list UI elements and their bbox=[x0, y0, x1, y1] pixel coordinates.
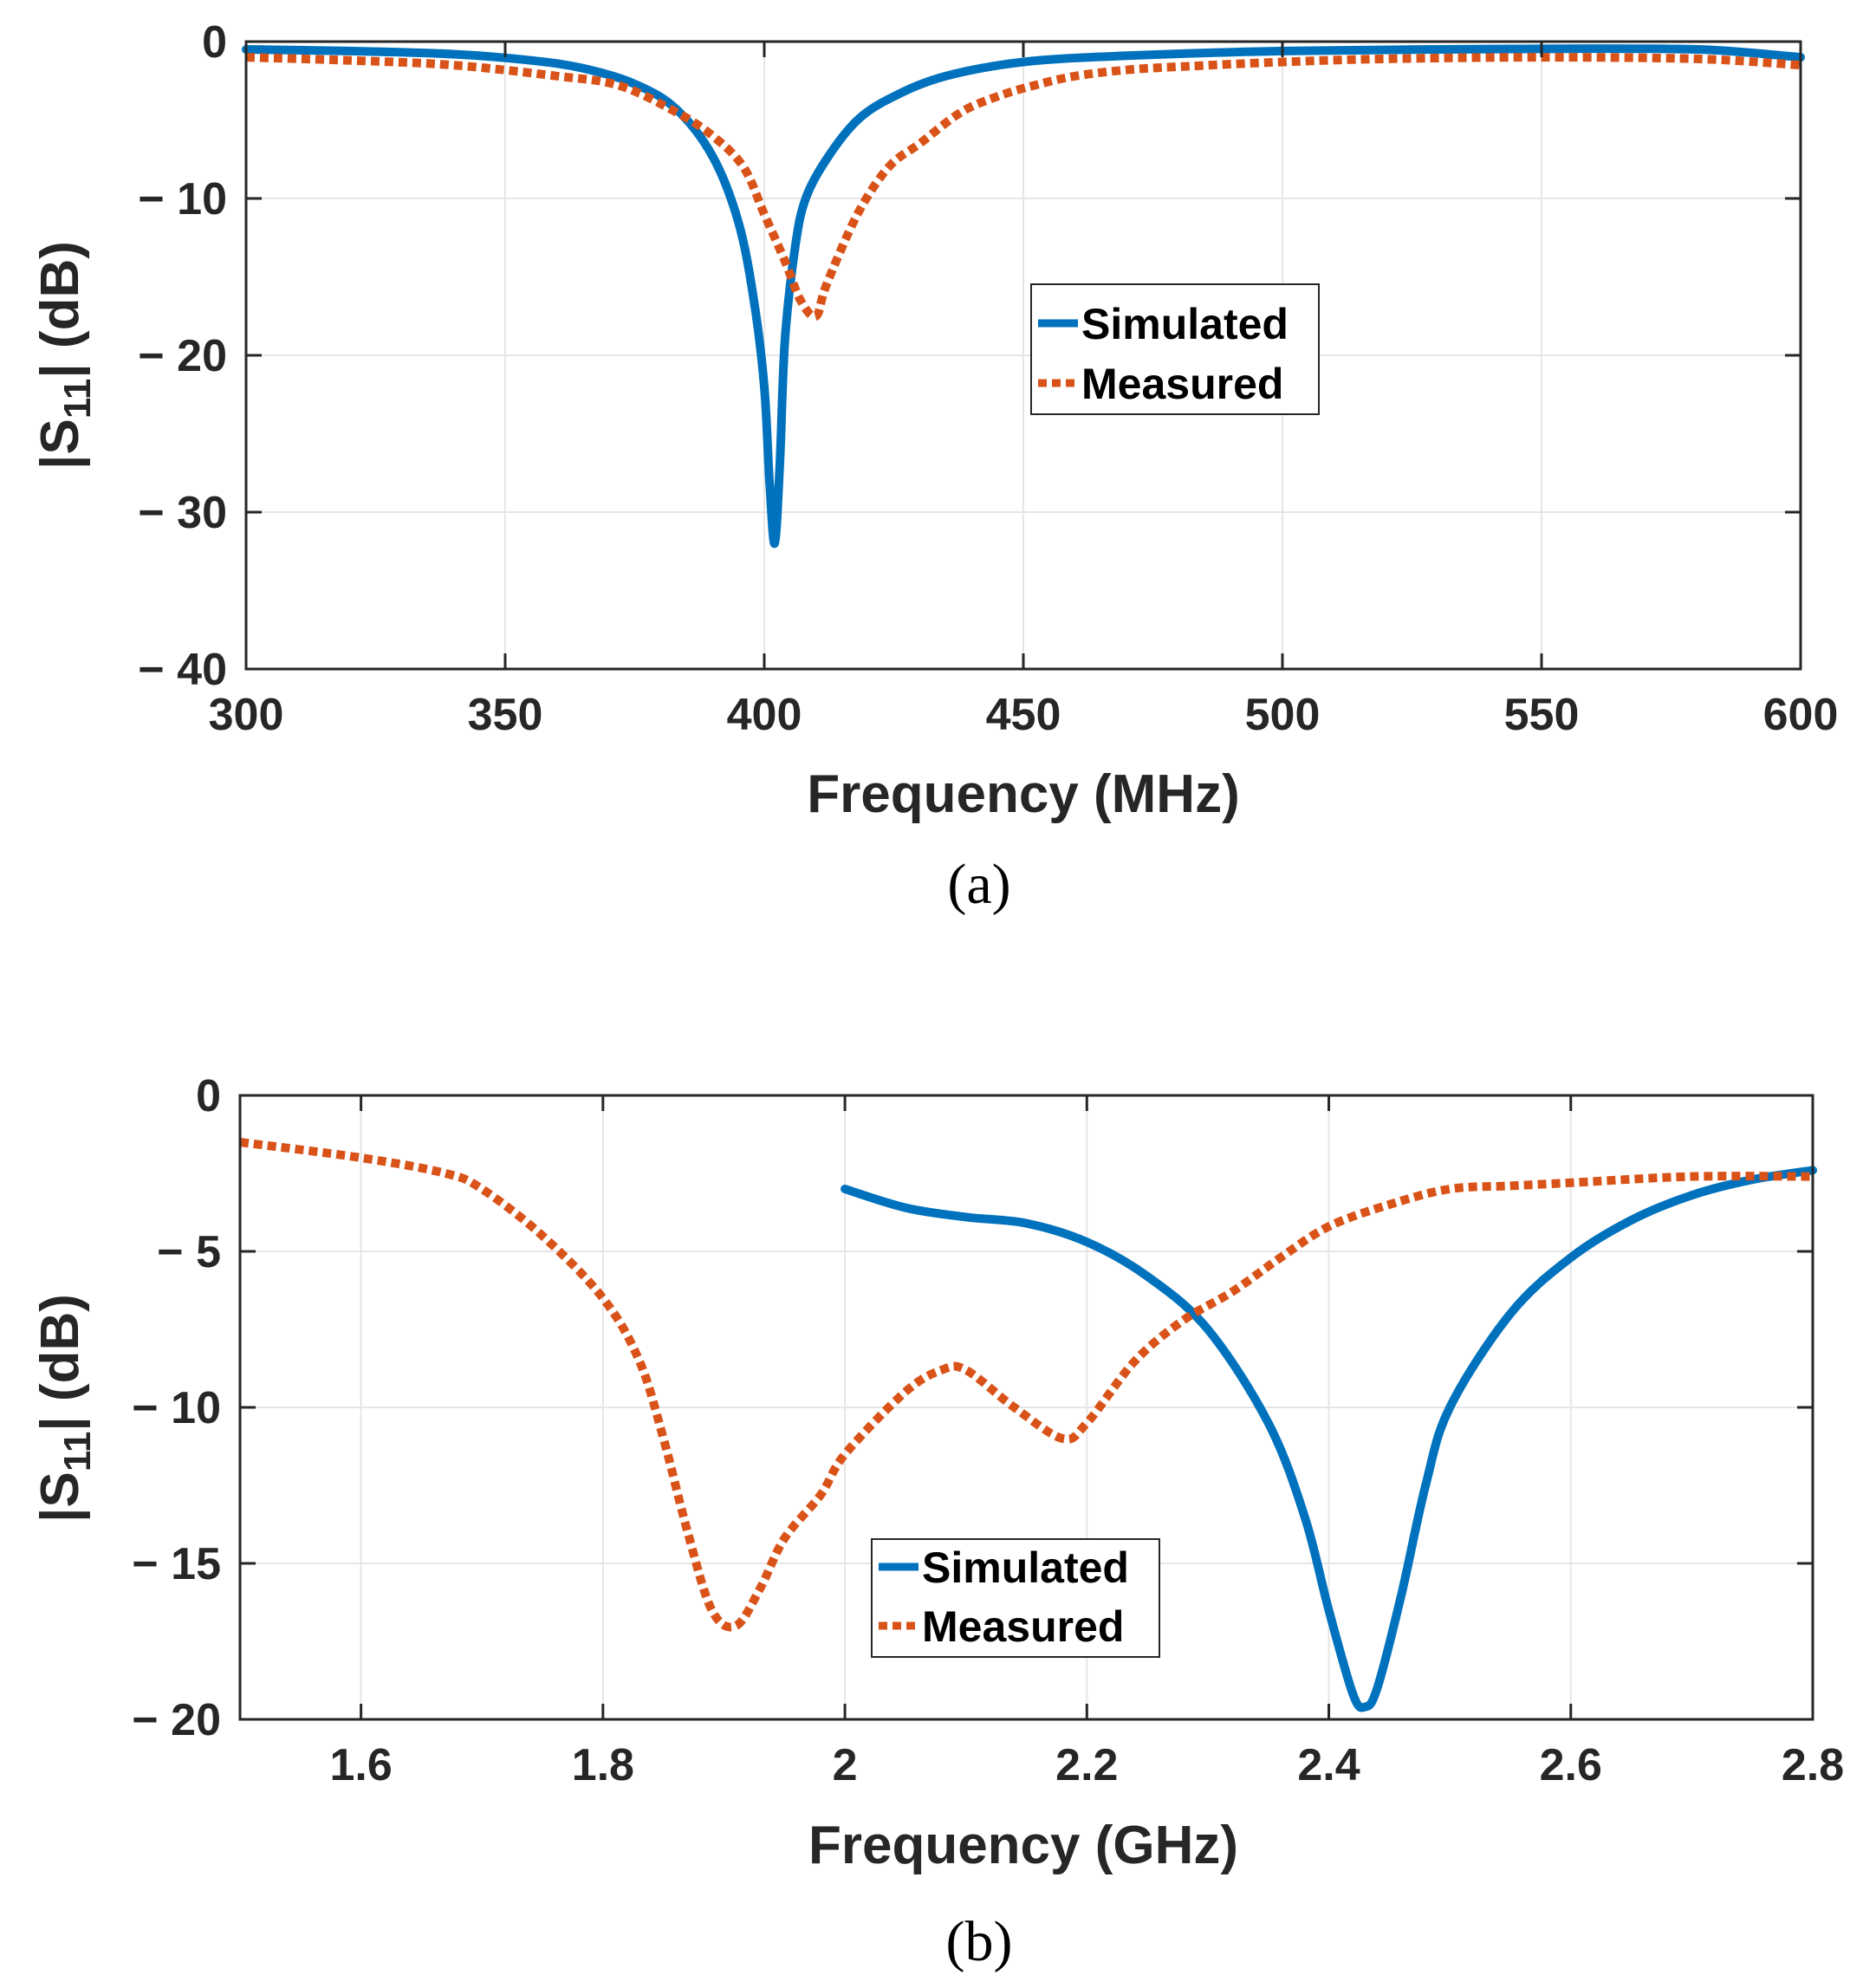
x-tick-label: 2.2 bbox=[1055, 1740, 1118, 1790]
x-tick-label: 2 bbox=[833, 1740, 858, 1790]
chart-b-x-tick-labels: 1.6 1.8 2 2.2 2.4 2.6 2.8 bbox=[329, 1740, 1844, 1790]
chart-b-x-axis-label: Frequency (GHz) bbox=[808, 1816, 1238, 1875]
y-tick-label: 0 bbox=[196, 1071, 221, 1121]
chart-a-legend-box bbox=[1030, 283, 1320, 415]
chart-b-series bbox=[239, 1138, 1817, 1712]
x-tick-label: 1.8 bbox=[572, 1740, 634, 1790]
chart-b: 1.6 1.8 2 2.2 2.4 2.6 2.8 0 − 5 − 10 − 15 − 20 Fre… bbox=[30, 1071, 1844, 1973]
y-tick-label: − 40 bbox=[138, 645, 227, 695]
chart-b-y-tick-labels: 0 − 5 − 10 − 15 − 20 bbox=[132, 1071, 221, 1745]
series-measured bbox=[245, 53, 1801, 322]
chart-a-panel-label: (a) bbox=[947, 853, 1010, 916]
x-tick-label: 500 bbox=[1245, 690, 1321, 740]
x-tick-label: 300 bbox=[209, 690, 284, 740]
x-tick-label: 2.8 bbox=[1782, 1740, 1844, 1790]
chart-a-x-axis-label: Frequency (MHz) bbox=[807, 764, 1239, 824]
x-tick-label: 350 bbox=[468, 690, 543, 740]
series-simulated bbox=[242, 44, 1805, 549]
chart-a-y-tick-labels: 0 − 10 − 20 − 30 − 40 bbox=[138, 17, 227, 695]
y-tick-label: − 10 bbox=[138, 174, 227, 224]
chart-a-ticks bbox=[244, 40, 1802, 671]
chart-b-panel-label: (b) bbox=[946, 1910, 1013, 1973]
y-tick-label: − 10 bbox=[132, 1383, 221, 1433]
y-tick-label: − 20 bbox=[138, 331, 227, 381]
chart-b-ticks bbox=[240, 1094, 1814, 1721]
chart-a-x-tick-labels: 300 350 400 450 500 550 600 bbox=[209, 690, 1839, 740]
y-tick-label: − 20 bbox=[132, 1695, 221, 1745]
x-tick-label: 550 bbox=[1504, 690, 1580, 740]
x-tick-label: 600 bbox=[1763, 690, 1839, 740]
chart-b-y-axis-label: |S11| (dB) bbox=[30, 1294, 99, 1523]
x-tick-label: 2.4 bbox=[1297, 1740, 1360, 1790]
y-tick-label: − 15 bbox=[132, 1539, 221, 1589]
y-tick-label: − 30 bbox=[138, 488, 227, 538]
chart-b-legend: Simulated Measured bbox=[871, 1538, 1160, 1658]
chart-a-legend: Simulated Measured bbox=[1030, 283, 1320, 415]
x-tick-label: 1.6 bbox=[329, 1740, 392, 1790]
series-measured bbox=[239, 1138, 1814, 1632]
chart-a-legend-simulated-label: Simulated bbox=[1081, 300, 1289, 348]
chart-a: 300 350 400 450 500 550 600 0− 10− 20− 30− 40 … bbox=[30, 17, 1838, 916]
chart-b-legend-box bbox=[871, 1538, 1160, 1658]
y-tick-label: − 5 bbox=[157, 1227, 221, 1277]
y-tick-label: 0 bbox=[202, 17, 227, 68]
chart-a-series bbox=[242, 44, 1805, 549]
chart-a-y-axis-label: |S11| (dB) bbox=[30, 241, 99, 470]
chart-b-legend-measured-label: Measured bbox=[922, 1602, 1124, 1651]
chart-b-legend-simulated-label: Simulated bbox=[922, 1543, 1129, 1592]
x-tick-label: 2.6 bbox=[1540, 1740, 1602, 1790]
series-simulated bbox=[841, 1166, 1817, 1712]
chart-a-legend-measured-label: Measured bbox=[1081, 360, 1283, 408]
x-tick-label: 450 bbox=[986, 690, 1061, 740]
x-tick-label: 400 bbox=[727, 690, 802, 740]
